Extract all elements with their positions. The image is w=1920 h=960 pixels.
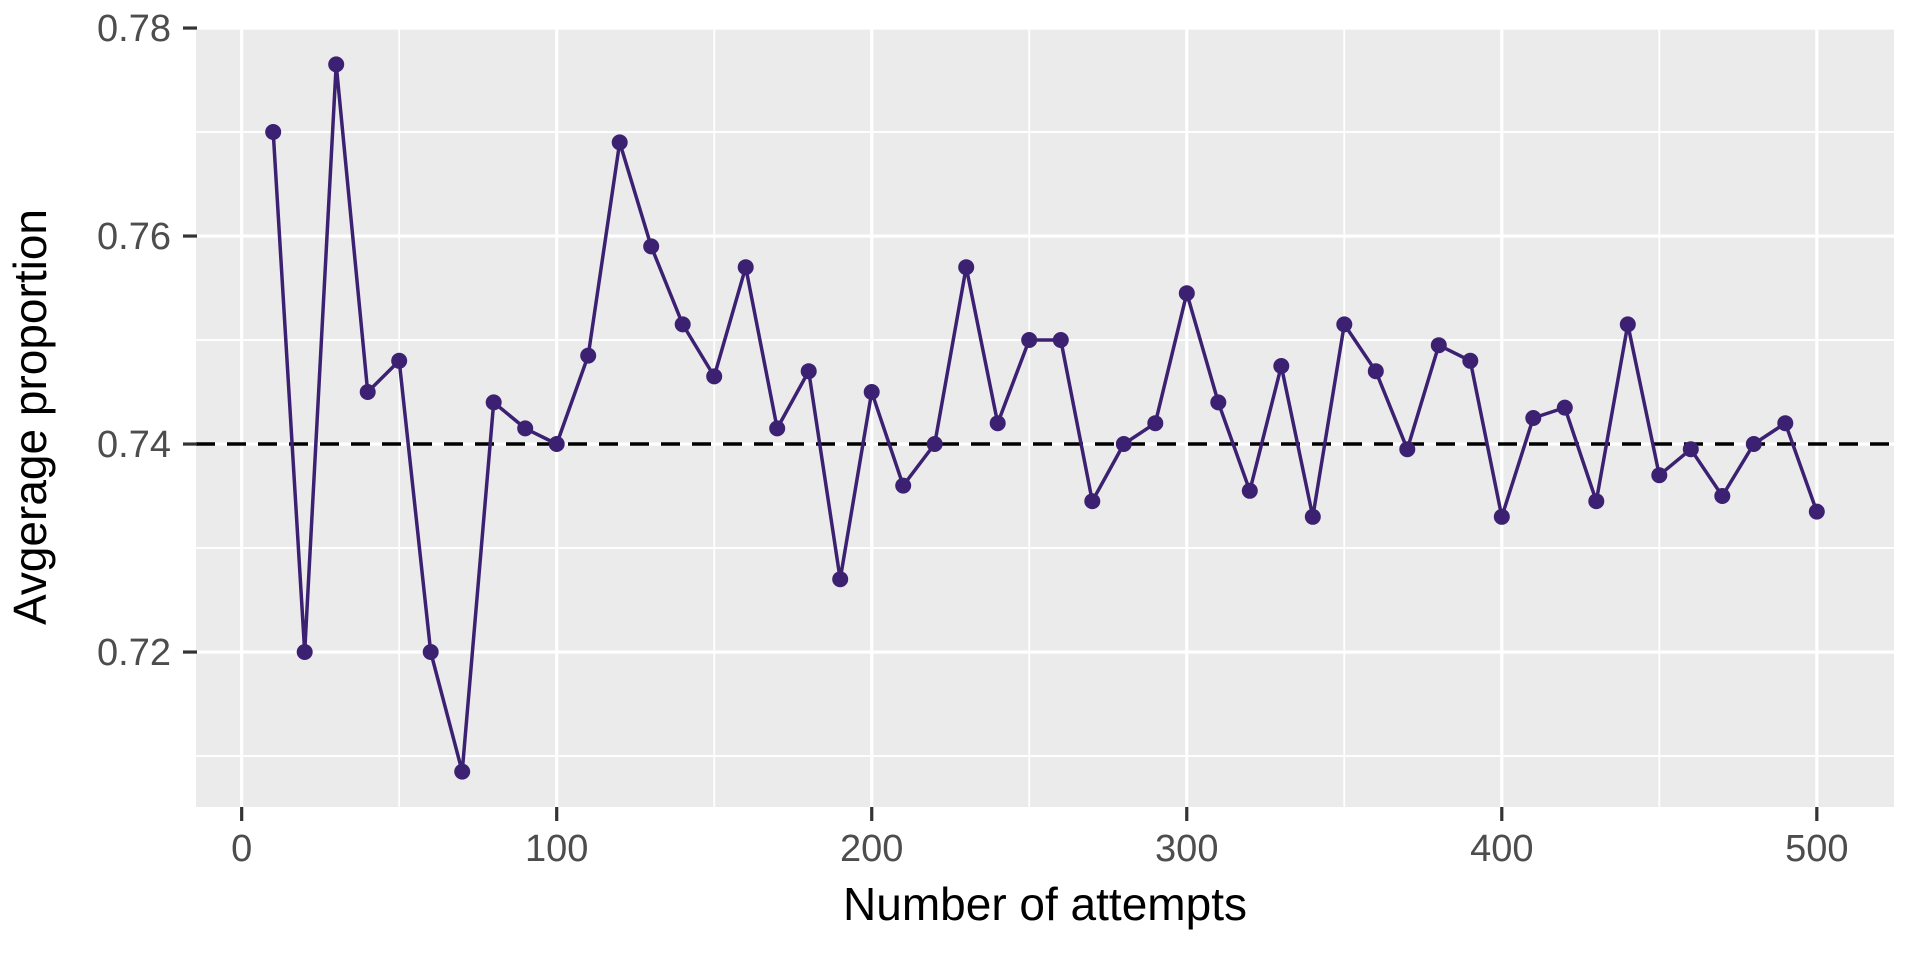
data-point	[706, 368, 723, 385]
data-point	[328, 56, 345, 73]
y-axis-title: Avgerage proportion	[4, 209, 56, 625]
data-point	[737, 259, 754, 276]
data-point	[674, 316, 691, 333]
data-point	[1336, 316, 1353, 333]
data-point	[958, 259, 975, 276]
data-point	[1021, 332, 1038, 348]
data-point	[989, 415, 1006, 432]
y-tick-label: 0.74	[97, 424, 171, 466]
data-point	[1084, 493, 1101, 510]
data-point	[611, 134, 628, 151]
data-point	[265, 124, 282, 140]
data-point	[1808, 503, 1825, 520]
data-point	[1430, 337, 1447, 354]
data-point	[1682, 441, 1699, 458]
data-point	[517, 420, 534, 437]
data-point	[1619, 316, 1636, 333]
data-point	[1273, 358, 1290, 374]
data-point	[1052, 332, 1069, 348]
data-point	[895, 477, 912, 494]
x-tick-label: 300	[1155, 828, 1218, 870]
x-tick-label: 100	[525, 828, 588, 870]
data-point	[1241, 482, 1258, 499]
x-tick-label: 400	[1470, 828, 1533, 870]
data-point	[832, 571, 849, 588]
data-point	[1745, 436, 1762, 452]
data-point	[296, 644, 313, 660]
data-point	[1178, 285, 1195, 302]
data-point	[1367, 363, 1384, 380]
data-point	[485, 394, 502, 411]
data-point	[580, 347, 597, 364]
data-point	[800, 363, 817, 380]
y-tick-label: 0.78	[97, 8, 171, 50]
data-point	[1714, 488, 1731, 504]
plot-panel	[196, 27, 1894, 807]
data-point	[863, 384, 880, 400]
data-point	[1525, 410, 1542, 426]
data-point	[1210, 394, 1227, 411]
data-point	[1777, 415, 1794, 432]
data-point	[1651, 467, 1668, 484]
data-point	[1147, 415, 1164, 432]
data-point	[926, 436, 943, 452]
data-point	[454, 763, 471, 780]
x-tick-label: 500	[1785, 828, 1848, 870]
data-point	[1304, 508, 1321, 525]
data-point	[1399, 441, 1416, 458]
data-point	[1556, 399, 1573, 416]
data-point	[1588, 493, 1605, 510]
data-point	[1115, 436, 1132, 452]
data-point	[548, 436, 565, 452]
data-point	[643, 238, 660, 255]
y-tick-label: 0.76	[97, 216, 171, 258]
data-point	[359, 384, 376, 400]
data-point	[391, 352, 408, 369]
data-point	[769, 420, 786, 437]
plot-area: 0.72 0.74 0.76 0.78 0 100 200 300 400 500	[97, 8, 1894, 870]
data-point	[1462, 352, 1479, 369]
data-point	[1493, 508, 1510, 525]
x-axis-title: Number of attempts	[843, 878, 1247, 930]
x-tick-label: 0	[231, 828, 252, 870]
y-tick-label: 0.72	[97, 632, 171, 674]
x-tick-label: 200	[840, 828, 903, 870]
data-point	[422, 644, 439, 660]
